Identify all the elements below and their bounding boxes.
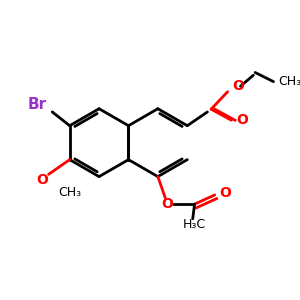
Text: O: O — [232, 79, 244, 93]
Text: CH₃: CH₃ — [59, 186, 82, 199]
Text: O: O — [219, 186, 231, 200]
Text: H₃C: H₃C — [183, 218, 206, 231]
Text: O: O — [161, 197, 173, 211]
Text: O: O — [236, 113, 248, 127]
Text: O: O — [36, 173, 48, 187]
Text: CH₃: CH₃ — [278, 75, 300, 88]
Text: Br: Br — [28, 97, 47, 112]
